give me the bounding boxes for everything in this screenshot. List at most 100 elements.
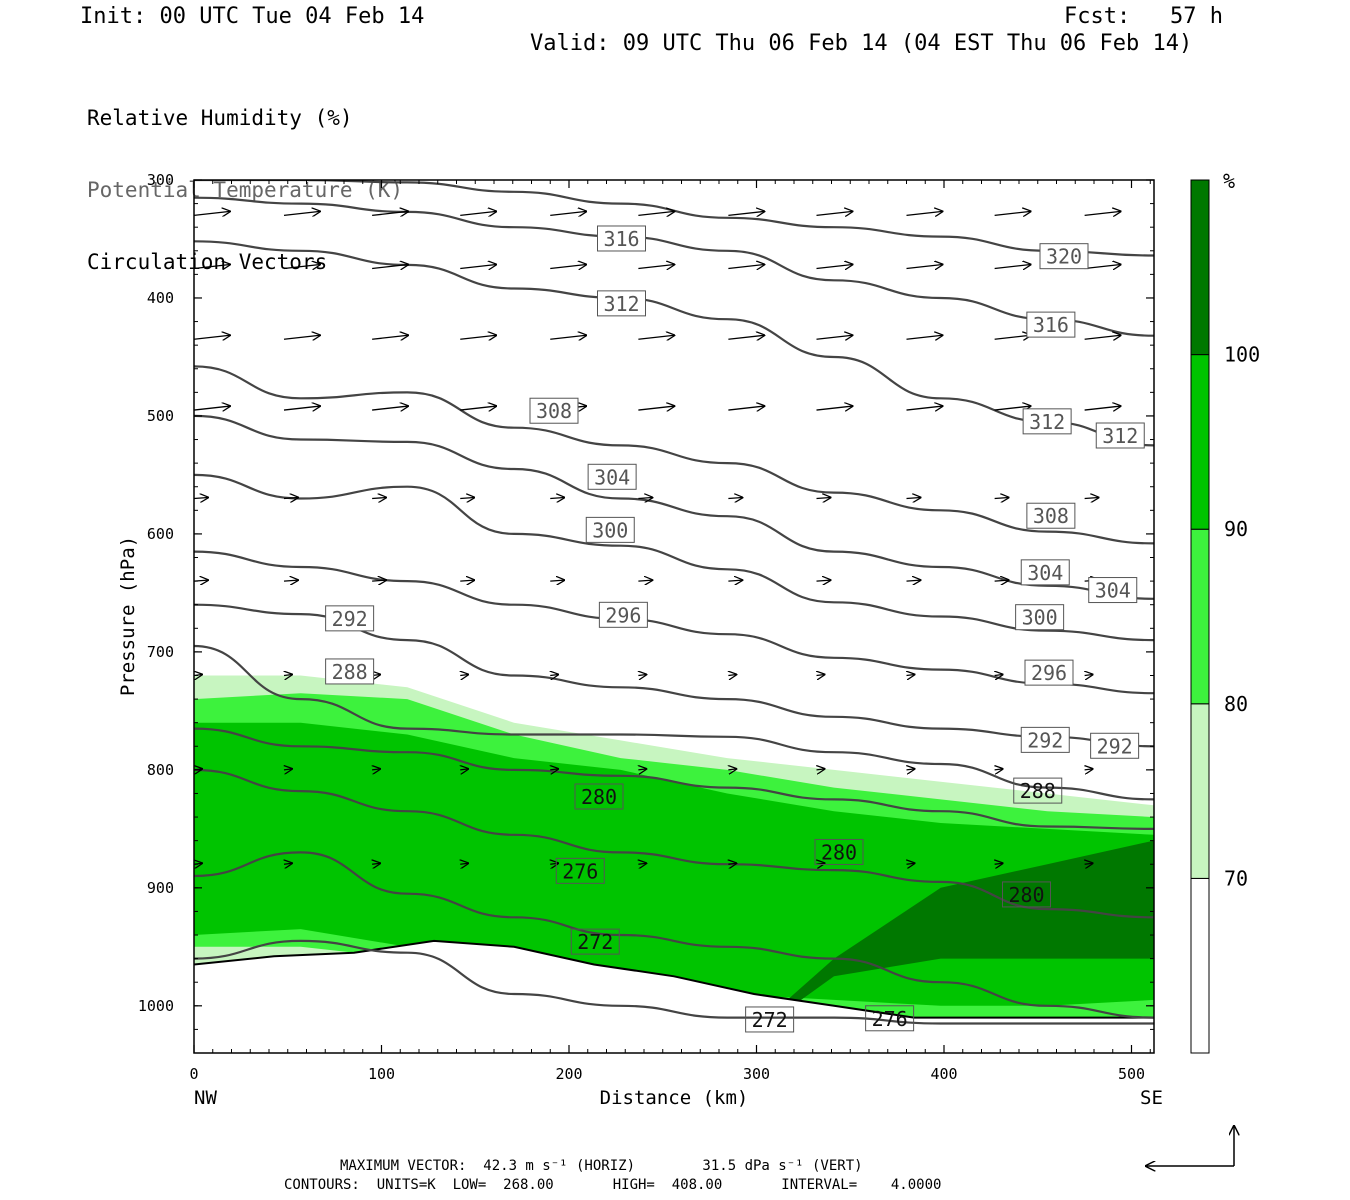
vector-0-7 [816, 211, 853, 215]
vector-7-2 [372, 769, 380, 770]
contour-label-box-18 [1090, 732, 1140, 759]
colorbar-label-80: 80 [1224, 692, 1248, 716]
theta-contour-284 [194, 727, 1154, 830]
y-tick-label-600: 600 [147, 525, 174, 543]
colorbar-label-90: 90 [1224, 517, 1248, 541]
vector-4-10 [1084, 498, 1099, 499]
contour-label-0: 316 [603, 227, 639, 251]
x-tick-label-200: 200 [555, 1065, 582, 1083]
x-left-end-label: NW [194, 1087, 217, 1109]
contour-label-box-24 [570, 928, 620, 955]
vector-0-1 [283, 211, 320, 215]
vector-1-10 [1084, 264, 1121, 268]
vector-7-3 [460, 769, 468, 770]
contour-label-box-7 [587, 463, 637, 490]
theta-contour-276 [194, 851, 1154, 1019]
contour-label-box-17 [1020, 726, 1070, 753]
theta-contour-308 [194, 365, 1154, 545]
vector-0-2 [372, 211, 408, 215]
colorbar-bin-4 [1190, 179, 1210, 356]
contour-label-25: 272 [752, 1008, 788, 1032]
vector-7-9 [995, 769, 1003, 770]
vector-8-6 [728, 863, 736, 864]
colorbar-bin-3 [1190, 354, 1210, 530]
field-rh-label: Relative Humidity (%) [87, 106, 353, 130]
contour-label-box-26 [865, 1005, 915, 1032]
vector-0-8 [906, 211, 943, 215]
theta-contour-304 [194, 414, 1154, 600]
contour-labels: 316 320 312 316 308 312 312 304 308 300 304 304 292 2… [325, 225, 1145, 1033]
contour-label-box-0 [597, 225, 646, 252]
vector-4-7 [816, 498, 831, 499]
vector-7-6 [728, 769, 736, 770]
rh-shading [194, 675, 1154, 1053]
vector-4-9 [994, 498, 1009, 499]
contour-label-box-22 [555, 857, 605, 884]
contour-label-7: 304 [594, 465, 630, 489]
contour-label-22: 276 [562, 859, 598, 883]
vector-4-6 [728, 498, 742, 499]
reference-vector-icon [1146, 1126, 1234, 1166]
contour-label-box-2 [597, 290, 646, 317]
y-tick-label-400: 400 [147, 289, 174, 307]
vector-3-2 [372, 406, 408, 410]
theta-contours [194, 180, 1154, 1025]
vector-5-6 [728, 580, 742, 581]
vector-4-3 [460, 498, 474, 499]
vector-6-7 [817, 674, 825, 675]
vector-3-6 [728, 406, 764, 410]
vector-7-4 [550, 769, 558, 770]
vector-7-10 [1085, 769, 1093, 770]
vector-0-6 [728, 211, 764, 215]
vector-2-6 [728, 335, 764, 339]
contour-label-box-20 [574, 783, 624, 810]
colorbar-label-100: 100 [1224, 343, 1260, 367]
vector-5-8 [906, 580, 921, 581]
vector-5-1 [283, 580, 298, 581]
y-axis-label: Pressure (hPa) [117, 536, 139, 696]
contour-label-26: 276 [872, 1007, 908, 1031]
contour-label-box-4 [529, 397, 579, 424]
colorbar-bin-0 [1190, 877, 1210, 1054]
vector-5-3 [460, 580, 474, 581]
contour-label-8: 308 [1033, 504, 1069, 528]
contour-label-9: 300 [592, 518, 628, 542]
contour-label-3: 316 [1033, 313, 1069, 337]
vector-2-2 [372, 335, 408, 339]
contour-label-4: 308 [536, 399, 572, 423]
contour-label-18: 292 [1097, 734, 1133, 758]
plot-frame [193, 179, 1155, 1054]
vector-4-5 [638, 498, 652, 499]
contour-label-box-11 [1088, 577, 1138, 604]
contour-label-5: 312 [1029, 410, 1065, 434]
vector-3-10 [1084, 406, 1121, 410]
terrain-line [194, 939, 1154, 1019]
vector-6-9 [995, 674, 1003, 675]
y-tick-label-700: 700 [147, 643, 174, 661]
contour-label-box-21 [814, 838, 864, 865]
forecast-hour: Fcst: 57 h [1064, 4, 1223, 29]
theta-contour-312 [194, 240, 1154, 447]
contour-label-box-12 [325, 605, 375, 632]
vector-4-0 [194, 498, 208, 499]
vector-2-1 [283, 335, 320, 339]
vector-1-2 [372, 264, 408, 268]
contour-label-box-3 [1026, 311, 1076, 338]
vector-1-7 [816, 264, 853, 268]
contour-label-box-15 [325, 658, 375, 685]
vector-1-1 [283, 264, 320, 268]
colorbar-label-70: 70 [1224, 866, 1248, 890]
colorbar-unit: % [1223, 169, 1235, 193]
contour-label-box-13 [598, 601, 648, 628]
theta-contour-288 [194, 644, 1154, 801]
vector-8-5 [638, 863, 646, 864]
contour-label-box-14 [1015, 604, 1065, 631]
vector-4-1 [283, 498, 298, 499]
vector-6-4 [550, 674, 558, 675]
vector-7-7 [817, 769, 825, 770]
theta-contour-316 [194, 196, 1154, 337]
vector-7-5 [638, 769, 646, 770]
contour-label-11: 304 [1095, 579, 1131, 603]
vector-3-3 [460, 406, 496, 410]
vector-3-8 [906, 406, 943, 410]
